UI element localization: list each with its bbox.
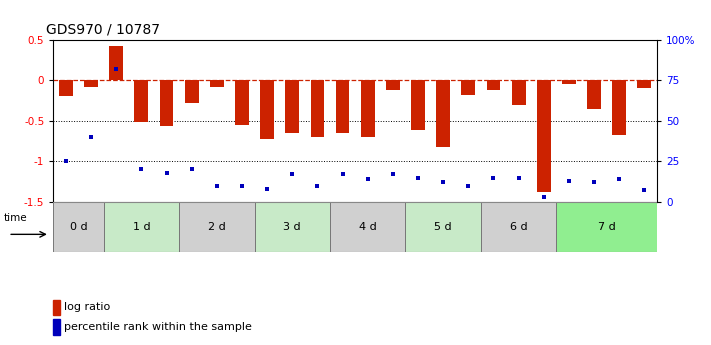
Bar <box>53 299 60 315</box>
Text: 5 d: 5 d <box>434 222 452 232</box>
Point <box>60 158 72 164</box>
Bar <box>411 80 425 130</box>
Point <box>362 176 373 182</box>
Bar <box>179 202 255 252</box>
Bar <box>461 80 475 95</box>
Text: percentile rank within the sample: percentile rank within the sample <box>64 322 252 332</box>
Point <box>85 134 97 140</box>
Text: 7 d: 7 d <box>598 222 616 232</box>
Bar <box>481 202 556 252</box>
Bar <box>255 202 330 252</box>
Point <box>311 183 323 188</box>
Bar <box>556 202 657 252</box>
Bar <box>330 202 405 252</box>
Bar <box>104 202 179 252</box>
Point <box>589 180 600 185</box>
Bar <box>53 202 104 252</box>
Bar <box>210 80 224 87</box>
Point <box>186 167 198 172</box>
Point <box>488 175 499 180</box>
Point <box>211 183 223 188</box>
Text: 2 d: 2 d <box>208 222 225 232</box>
Point <box>513 175 524 180</box>
Bar <box>512 80 525 105</box>
Point <box>538 194 550 200</box>
Bar <box>235 80 249 125</box>
Bar <box>386 80 400 90</box>
Point <box>110 66 122 72</box>
Bar <box>185 80 198 103</box>
Bar <box>109 46 123 80</box>
Bar <box>360 80 375 137</box>
Text: 1 d: 1 d <box>132 222 150 232</box>
Bar <box>134 80 149 122</box>
Bar <box>311 80 324 137</box>
Point <box>412 175 424 180</box>
Point <box>614 176 625 182</box>
Bar <box>336 80 350 133</box>
Bar <box>612 80 626 135</box>
Bar <box>159 80 173 126</box>
Point <box>463 183 474 188</box>
Text: 4 d: 4 d <box>359 222 377 232</box>
Bar <box>53 319 60 335</box>
Bar <box>587 80 601 109</box>
Point <box>387 171 399 177</box>
Bar <box>638 80 651 88</box>
Text: 6 d: 6 d <box>510 222 528 232</box>
Point <box>437 180 449 185</box>
Bar <box>437 80 450 147</box>
Point <box>563 178 574 184</box>
Bar <box>260 80 274 139</box>
Point <box>262 186 273 191</box>
Point <box>337 171 348 177</box>
Text: 0 d: 0 d <box>70 222 87 232</box>
Text: time: time <box>4 213 27 223</box>
Point <box>161 170 172 175</box>
Bar <box>285 80 299 133</box>
Text: GDS970 / 10787: GDS970 / 10787 <box>46 22 160 36</box>
Text: 3 d: 3 d <box>284 222 301 232</box>
Bar <box>59 80 73 96</box>
Point <box>287 171 298 177</box>
Bar <box>486 80 501 90</box>
Bar <box>405 202 481 252</box>
Bar <box>537 80 551 192</box>
Bar <box>84 80 98 87</box>
Point <box>136 167 147 172</box>
Text: log ratio: log ratio <box>64 303 110 313</box>
Point <box>638 188 650 193</box>
Point <box>236 183 247 188</box>
Bar <box>562 80 576 84</box>
